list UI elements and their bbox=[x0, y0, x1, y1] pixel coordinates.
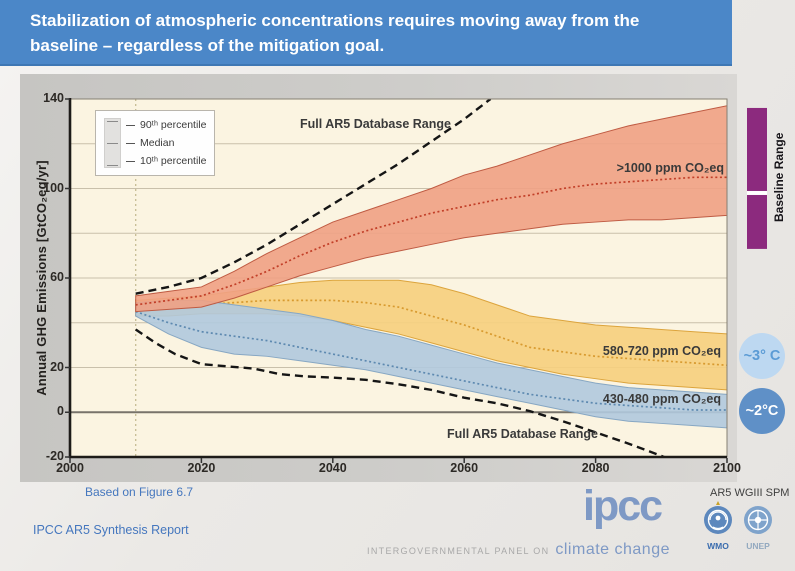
slide-title-line1: Stabilization of atmospheric concentrati… bbox=[30, 11, 640, 30]
x-tick-label: 2040 bbox=[318, 461, 347, 475]
y-tick-label: -20 bbox=[45, 449, 64, 463]
ipcc-tagline: INTERGOVERNMENTAL PANEL ON climate chang… bbox=[367, 541, 670, 559]
y-tick-label: 60 bbox=[50, 270, 64, 284]
legend-item: 10ᵗʰ percentile bbox=[126, 154, 208, 168]
y-tick-label: 20 bbox=[50, 359, 64, 374]
ipcc-tagline-main: climate change bbox=[555, 541, 670, 558]
ipcc-logo: ipcc bbox=[583, 482, 663, 530]
temp-3c-badge: ~3° C bbox=[739, 333, 785, 379]
wmo-logo: WMO bbox=[700, 501, 736, 551]
x-tick-label: 2100 bbox=[713, 461, 741, 475]
unep-label: UNEP bbox=[746, 541, 770, 551]
temp-2c-badge: ~2°C bbox=[739, 388, 785, 434]
legend-item: Median bbox=[126, 136, 208, 150]
slide-title-line2: baseline – regardless of the mitigation … bbox=[30, 36, 385, 55]
y-tick-label: 100 bbox=[43, 180, 64, 195]
y-tick-label: 140 bbox=[43, 91, 64, 105]
x-tick-label: 2060 bbox=[450, 461, 479, 475]
legend-dash-icon bbox=[126, 124, 135, 126]
label-band-580-720ppm: 580-720 ppm CO₂eq bbox=[602, 344, 721, 358]
wmo-label: WMO bbox=[707, 541, 729, 551]
y-tick-label: 0 bbox=[57, 404, 64, 419]
label-full-range-top: Full AR5 Database Range bbox=[300, 117, 451, 131]
x-tick-label: 2020 bbox=[187, 461, 216, 475]
figure-source-note: Based on Figure 6.7 bbox=[85, 485, 194, 499]
legend-item: 90ᵗʰ percentile bbox=[126, 118, 208, 132]
slide-title-banner: Stabilization of atmospheric concentrati… bbox=[0, 0, 732, 66]
label-band-gt1000ppm: >1000 ppm CO₂eq bbox=[616, 161, 724, 175]
legend-label: 10ᵗʰ percentile bbox=[140, 155, 207, 167]
ipcc-tagline-prefix: INTERGOVERNMENTAL PANEL ON bbox=[367, 546, 550, 556]
legend-dash-icon bbox=[126, 142, 135, 144]
unep-emblem-icon bbox=[744, 506, 772, 534]
unep-logo: UNEP bbox=[740, 501, 776, 551]
legend-range-swatch bbox=[104, 118, 121, 168]
label-band-430-480ppm: 430-480 ppm CO₂eq bbox=[602, 392, 721, 406]
label-full-range-bottom: Full AR5 Database Range bbox=[447, 427, 598, 441]
report-title: IPCC AR5 Synthesis Report bbox=[33, 523, 189, 537]
chart-legend: 90ᵗʰ percentile Median 10ᵗʰ percentile bbox=[95, 110, 215, 176]
legend-label: 90ᵗʰ percentile bbox=[140, 119, 207, 131]
legend-dash-icon bbox=[126, 160, 135, 162]
legend-label: Median bbox=[140, 137, 175, 149]
x-tick-label: 2080 bbox=[581, 461, 610, 475]
baseline-range-label: Baseline Range bbox=[772, 132, 786, 223]
x-tick-label: 2000 bbox=[56, 461, 84, 475]
document-reference: AR5 WGIII SPM bbox=[710, 487, 790, 499]
wmo-emblem-icon bbox=[704, 501, 732, 534]
